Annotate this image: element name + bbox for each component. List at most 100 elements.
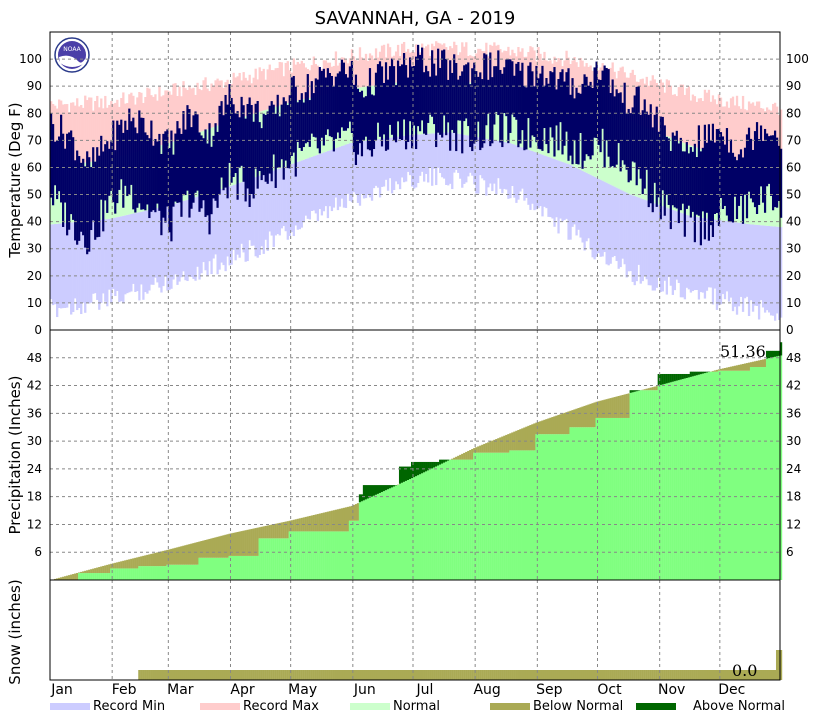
precip-observed-bar [683, 378, 686, 580]
observed-temp-bar-bar [76, 150, 79, 245]
precip-below-normal-bar [280, 522, 283, 539]
precip-above-normal-bar [421, 461, 424, 474]
record-max-band-bar [176, 96, 179, 141]
precip-observed-bar [286, 538, 289, 580]
record-min-band-bar [437, 133, 440, 168]
precip-observed-bar [92, 573, 95, 580]
observed-temp-bar-bar [84, 166, 87, 248]
precip-observed-bar [729, 370, 733, 580]
record-min-band-bar [631, 195, 634, 282]
precip-observed-bar [136, 568, 139, 580]
precip-observed-bar [392, 486, 396, 580]
precip-observed-bar [453, 459, 456, 580]
snow-below-normal-bar [759, 670, 763, 680]
record-max-band-bar [577, 66, 580, 103]
precip-below-normal-bar [645, 388, 648, 391]
snow-below-normal-bar [733, 670, 737, 680]
record-max-band-bar [513, 53, 516, 88]
precip-ytick-left: 48 [27, 351, 42, 365]
record-min-band-bar [182, 200, 185, 272]
precip-observed-bar [388, 488, 392, 580]
record-max-band-bar [775, 106, 779, 168]
record-min-band-bar [162, 206, 165, 287]
precip-observed-bar [589, 427, 592, 580]
record-min-band-bar [340, 145, 344, 199]
precip-above-normal-bar [433, 461, 436, 468]
precip-below-normal-bar [140, 556, 143, 567]
precip-observed-bar [643, 390, 646, 580]
record-min-band-bar [527, 149, 530, 205]
record-min-band-bar [675, 211, 679, 280]
precip-ytick-right: 6 [786, 545, 794, 559]
precip-below-normal-bar [344, 507, 348, 532]
observed-temp-bar-bar [220, 101, 223, 178]
snow-below-normal-bar [429, 670, 432, 680]
precip-observed-bar [404, 480, 408, 580]
snow-below-normal-bar [563, 670, 566, 680]
precip-observed-bar [342, 531, 346, 580]
snow-below-normal-bar [384, 670, 388, 680]
precip-below-normal-bar [501, 436, 504, 453]
record-max-band-bar [234, 77, 237, 120]
observed-temp-bar-bar [236, 111, 239, 200]
record-min-band-bar [515, 145, 518, 203]
precip-observed-bar [621, 417, 624, 580]
record-min-band-bar [102, 219, 105, 294]
snow-below-normal-bar [190, 670, 193, 680]
record-max-band-bar [709, 101, 713, 153]
precip-observed-bar [547, 434, 550, 580]
precip-below-normal-bar [332, 510, 335, 532]
precip-below-normal-bar [242, 530, 245, 556]
snow-below-normal-bar [701, 670, 704, 680]
precip-ytick-right: 48 [786, 351, 801, 365]
precip-below-normal-bar [489, 441, 492, 453]
record-min-band-bar [539, 153, 542, 207]
precip-below-normal-bar [601, 400, 604, 418]
precip-observed-bar [663, 383, 666, 580]
record-min-band-bar [693, 216, 697, 291]
snow-below-normal-bar [593, 670, 596, 680]
precip-below-normal-bar [206, 539, 209, 558]
precip-above-normal-bar [423, 461, 426, 473]
snow-below-normal-bar [763, 670, 767, 680]
precip-observed-bar [190, 564, 193, 580]
precip-below-normal-bar [180, 546, 183, 565]
record-max-band-bar [659, 79, 662, 134]
record-max-band-bar [296, 61, 299, 101]
precip-below-normal-bar [196, 542, 199, 565]
record-max-band-bar [300, 60, 303, 100]
record-min-band-bar [433, 133, 436, 169]
precip-observed-bar [591, 427, 594, 580]
precip-observed-bar [637, 390, 640, 580]
precip-observed-bar [775, 356, 779, 580]
record-max-band-bar [487, 56, 490, 85]
snow-below-normal-bar [565, 670, 568, 680]
snow-below-normal-bar [248, 670, 251, 680]
precip-below-normal-bar [174, 547, 177, 565]
precip-observed-bar [122, 568, 125, 580]
precip-below-normal-bar [725, 367, 729, 371]
precip-observed-bar [669, 382, 672, 580]
record-max-band-bar [627, 77, 630, 121]
precip-observed-bar [451, 459, 454, 580]
observed-temp-bar-bar [505, 59, 508, 117]
snow-below-normal-bar [477, 670, 480, 680]
record-max-band-bar [683, 94, 687, 144]
precip-below-normal-bar [583, 405, 586, 428]
precip-observed-bar [671, 381, 674, 580]
precip-observed-bar [188, 564, 191, 580]
observed-temp-bar-bar [445, 58, 448, 136]
precip-above-normal-bar [695, 371, 698, 376]
snow-below-normal-bar [304, 670, 307, 680]
record-min-band-bar [54, 223, 57, 305]
temp-ytick-right: 0 [786, 323, 794, 337]
snow-below-normal-bar [286, 670, 289, 680]
record-min-band-bar [238, 182, 241, 258]
precip-observed-bar [493, 452, 496, 580]
precip-observed-bar [222, 557, 225, 580]
snow-below-normal-bar [449, 670, 452, 680]
precip-below-normal-bar [653, 386, 656, 391]
record-max-band-bar [697, 98, 701, 149]
precip-below-normal-bar [78, 572, 81, 574]
